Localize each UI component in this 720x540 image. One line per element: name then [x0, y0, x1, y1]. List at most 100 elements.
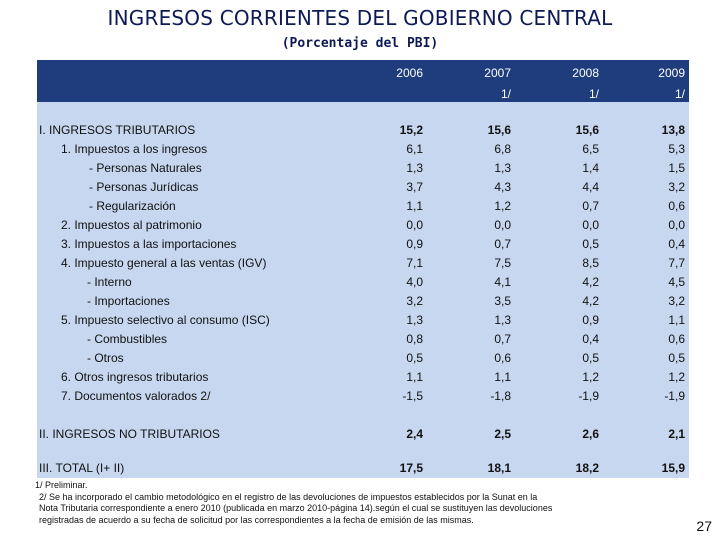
cell-value: 0,5 — [582, 351, 599, 365]
table-row: III. TOTAL (I+ II) 17,5 18,1 18,2 15,9 — [37, 461, 689, 479]
cell-value: 15,2 — [399, 123, 423, 137]
cell-value: 7,5 — [494, 256, 511, 270]
cell-value: 18,1 — [487, 461, 511, 475]
cell-value: 6,1 — [406, 142, 423, 156]
cell-value: 3,2 — [668, 294, 685, 308]
cell-value: 0,4 — [582, 332, 599, 346]
row-label: - Regularización — [89, 199, 176, 213]
page-subtitle: (Porcentaje del PBI) — [281, 36, 439, 51]
cell-value: -1,9 — [578, 389, 599, 403]
table-row: 3. Impuestos a las importaciones 0,9 0,7… — [37, 237, 689, 255]
row-label: III. TOTAL (I+ II) — [39, 461, 125, 475]
cell-value: 0,6 — [668, 199, 685, 213]
cell-value: 0,8 — [406, 332, 423, 346]
cell-value: 8,5 — [582, 256, 599, 270]
column-year-2008: 2008 — [572, 66, 599, 80]
cell-value: 1,3 — [406, 161, 423, 175]
cell-value: 1,1 — [494, 370, 511, 384]
cell-value: -1,8 — [490, 389, 511, 403]
column-year-2009: 2009 — [658, 66, 685, 80]
cell-value: -1,5 — [402, 389, 423, 403]
cell-value: 4,4 — [582, 180, 599, 194]
cell-value: 17,5 — [399, 461, 423, 475]
cell-value: 1,2 — [582, 370, 599, 384]
cell-value: 0,7 — [582, 199, 599, 213]
cell-value: 3,5 — [494, 294, 511, 308]
cell-value: 3,2 — [668, 180, 685, 194]
row-label: 1. Impuestos a los ingresos — [61, 142, 208, 156]
table-row: - Otros 0,5 0,6 0,5 0,5 — [37, 351, 689, 369]
row-label: 3. Impuestos a las importaciones — [61, 237, 237, 251]
cell-value: 0,6 — [494, 351, 511, 365]
cell-value: 1,2 — [494, 199, 511, 213]
cell-value: 0,9 — [582, 313, 599, 327]
footnote-2: 2/ Se ha incorporado el cambio metodológ… — [39, 491, 538, 502]
table-row: 7. Documentos valorados 2/ -1,5 -1,8 -1,… — [37, 389, 689, 407]
cell-value: 0,9 — [406, 237, 423, 251]
cell-value: 4,2 — [582, 294, 599, 308]
row-label: 5. Impuesto selectivo al consumo (ISC) — [61, 313, 270, 327]
footnotes: 1/ Preliminar. 2/ Se ha incorporado el c… — [35, 480, 675, 526]
cell-value: 0,4 — [668, 237, 685, 251]
cell-value: 1,1 — [406, 370, 423, 384]
cell-value: 1,1 — [668, 313, 685, 327]
cell-value: 5,3 — [668, 142, 685, 156]
row-label: 4. Impuesto general a las ventas (IGV) — [61, 256, 267, 270]
table-row: II. INGRESOS NO TRIBUTARIOS 2,4 2,5 2,6 … — [37, 427, 689, 445]
cell-value: 1,1 — [406, 199, 423, 213]
cell-value: 0,5 — [406, 351, 423, 365]
cell-value: 1,3 — [406, 313, 423, 327]
page-title: INGRESOS CORRIENTES DEL GOBIERNO CENTRAL — [107, 6, 613, 30]
cell-value: 7,1 — [406, 256, 423, 270]
cell-value: 3,7 — [406, 180, 423, 194]
column-footnote-2008: 1/ — [588, 87, 599, 101]
table-row: - Interno 4,0 4,1 4,2 4,5 — [37, 275, 689, 293]
row-label: - Personas Jurídicas — [89, 180, 199, 194]
cell-value: 0,7 — [494, 332, 511, 346]
cell-value: 0,5 — [668, 351, 685, 365]
cell-value: 1,3 — [494, 313, 511, 327]
cell-value: 0,0 — [494, 218, 511, 232]
cell-value: 15,9 — [661, 461, 685, 475]
cell-value: 15,6 — [575, 123, 599, 137]
cell-value: 4,3 — [494, 180, 511, 194]
table-row: - Combustibles 0,8 0,7 0,4 0,6 — [37, 332, 689, 350]
column-year-2007: 2007 — [484, 66, 511, 80]
cell-value: 7,7 — [668, 256, 685, 270]
table-row: - Regularización 1,1 1,2 0,7 0,6 — [37, 199, 689, 217]
table-row: - Personas Naturales 1,3 1,3 1,4 1,5 — [37, 161, 689, 179]
table-row: 4. Impuesto general a las ventas (IGV) 7… — [37, 256, 689, 274]
row-label: 7. Documentos valorados 2/ — [61, 389, 211, 403]
cell-value: 2,4 — [406, 427, 423, 441]
row-label: - Interno — [87, 275, 132, 289]
cell-value: 2,5 — [494, 427, 511, 441]
cell-value: 6,5 — [582, 142, 599, 156]
cell-value: 1,4 — [582, 161, 599, 175]
row-label: - Combustibles — [87, 332, 168, 346]
cell-value: 0,0 — [582, 218, 599, 232]
cell-value: 4,5 — [668, 275, 685, 289]
cell-value: -1,9 — [664, 389, 685, 403]
column-footnote-2009: 1/ — [674, 87, 685, 101]
revenue-table: 2006 2007 2008 2009 1/ 1/ 1/ I. INGRESOS… — [37, 60, 689, 478]
cell-value: 6,8 — [494, 142, 511, 156]
cell-value: 4,1 — [494, 275, 511, 289]
cell-value: 15,6 — [487, 123, 511, 137]
table-row: I. INGRESOS TRIBUTARIOS 15,2 15,6 15,6 1… — [37, 123, 689, 141]
cell-value: 2,1 — [668, 427, 685, 441]
cell-value: 0,7 — [494, 237, 511, 251]
row-label: 2. Impuestos al patrimonio — [61, 218, 202, 232]
footnote-1: 1/ Preliminar. — [35, 480, 88, 490]
cell-value: 2,6 — [582, 427, 599, 441]
row-label: - Otros — [87, 351, 124, 365]
cell-value: 1,3 — [494, 161, 511, 175]
footnote-2-cont-b: registradas de acuerdo a su fecha de sol… — [39, 514, 474, 525]
table-row: 5. Impuesto selectivo al consumo (ISC) 1… — [37, 313, 689, 331]
cell-value: 1,5 — [668, 161, 685, 175]
row-label: - Importaciones — [87, 294, 170, 308]
cell-value: 18,2 — [575, 461, 599, 475]
row-label: 6. Otros ingresos tributarios — [61, 370, 209, 384]
cell-value: 13,8 — [661, 123, 685, 137]
cell-value: 0,0 — [406, 218, 423, 232]
table-row: - Importaciones 3,2 3,5 4,2 3,2 — [37, 294, 689, 312]
